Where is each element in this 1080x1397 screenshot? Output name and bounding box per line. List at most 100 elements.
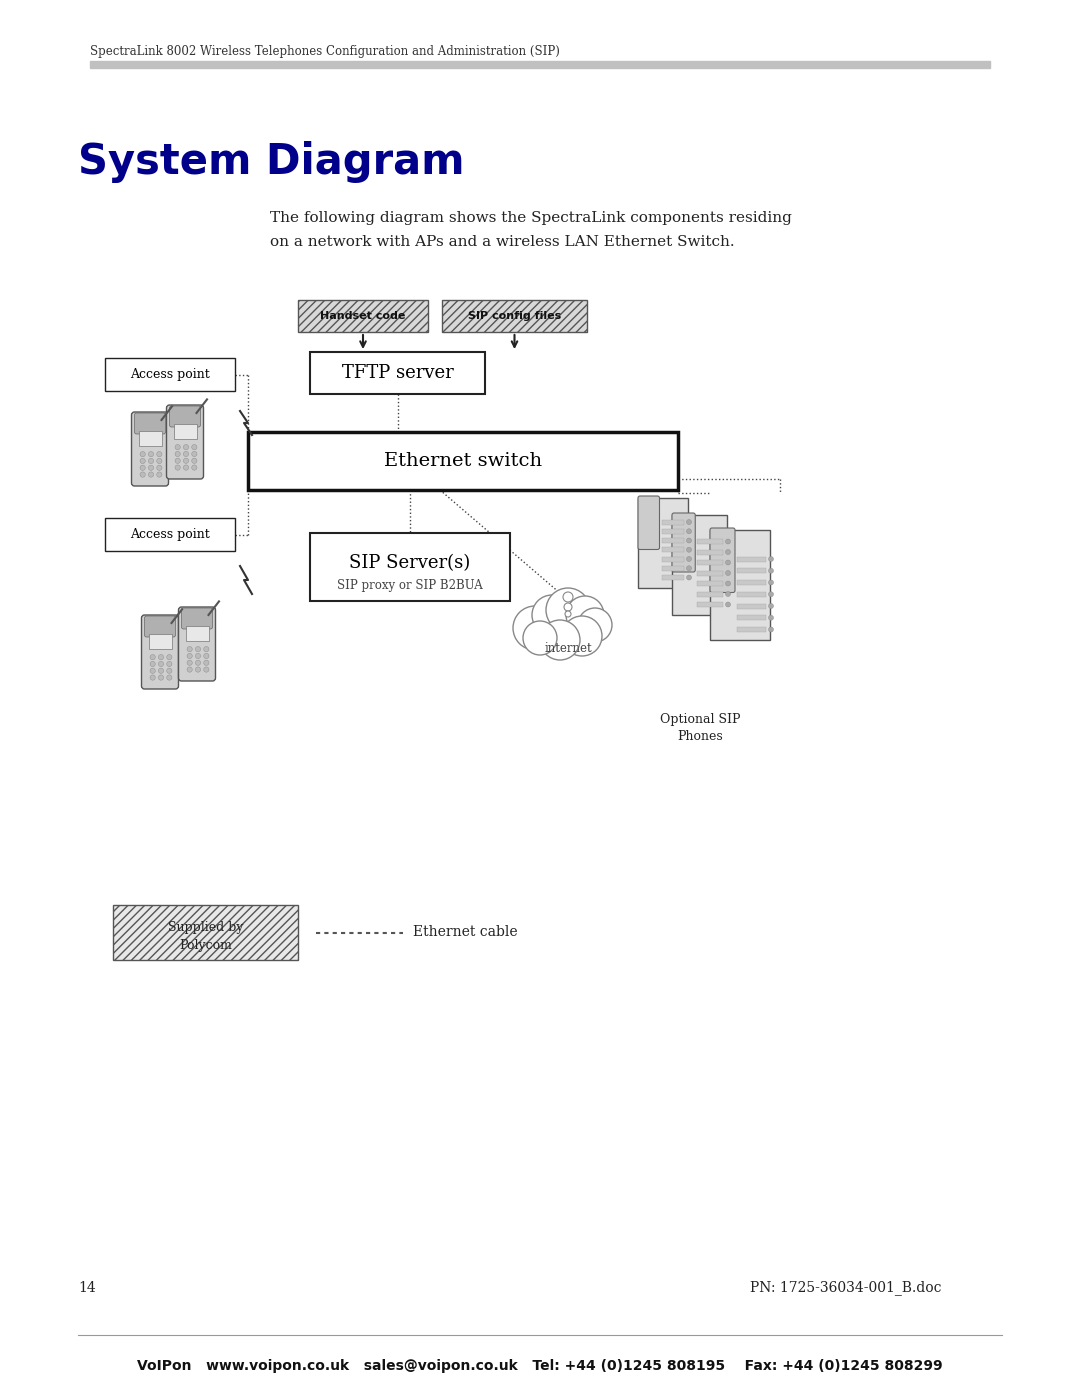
Bar bbox=[113, 905, 298, 960]
FancyBboxPatch shape bbox=[141, 615, 178, 689]
Circle shape bbox=[564, 604, 572, 610]
Circle shape bbox=[159, 675, 164, 680]
FancyBboxPatch shape bbox=[166, 405, 203, 479]
Circle shape bbox=[175, 458, 180, 464]
Bar bbox=[737, 580, 766, 585]
Circle shape bbox=[726, 560, 730, 564]
Circle shape bbox=[726, 570, 730, 576]
Circle shape bbox=[187, 647, 192, 652]
Text: Ethernet cable: Ethernet cable bbox=[413, 925, 517, 940]
Text: Handset code: Handset code bbox=[321, 312, 406, 321]
Bar bbox=[737, 592, 766, 597]
Circle shape bbox=[565, 610, 571, 617]
FancyBboxPatch shape bbox=[638, 496, 660, 549]
Circle shape bbox=[175, 451, 180, 457]
Bar bbox=[698, 581, 723, 585]
Circle shape bbox=[769, 627, 773, 631]
Circle shape bbox=[150, 655, 156, 659]
Circle shape bbox=[140, 472, 146, 478]
Circle shape bbox=[540, 620, 580, 659]
Bar bbox=[661, 548, 684, 552]
Circle shape bbox=[195, 661, 201, 665]
Text: VoIPon   www.voipon.co.uk   sales@voipon.co.uk   Tel: +44 (0)1245 808195    Fax:: VoIPon www.voipon.co.uk sales@voipon.co.… bbox=[137, 1359, 943, 1373]
Circle shape bbox=[166, 675, 172, 680]
Circle shape bbox=[687, 528, 691, 534]
FancyBboxPatch shape bbox=[178, 608, 216, 680]
Circle shape bbox=[140, 465, 146, 471]
Bar bbox=[90, 61, 990, 68]
Text: System Diagram: System Diagram bbox=[78, 141, 464, 183]
Circle shape bbox=[769, 580, 773, 585]
Circle shape bbox=[184, 444, 189, 450]
Text: Optional SIP: Optional SIP bbox=[660, 714, 740, 726]
Bar bbox=[298, 300, 428, 332]
Text: 14: 14 bbox=[78, 1281, 96, 1295]
Bar bbox=[310, 534, 510, 601]
Circle shape bbox=[192, 465, 197, 471]
Circle shape bbox=[204, 654, 208, 658]
Circle shape bbox=[187, 661, 192, 665]
Circle shape bbox=[204, 647, 208, 652]
FancyBboxPatch shape bbox=[145, 616, 175, 637]
Circle shape bbox=[150, 661, 156, 666]
Bar bbox=[698, 560, 723, 564]
Circle shape bbox=[148, 472, 153, 478]
Bar bbox=[105, 358, 235, 391]
Circle shape bbox=[687, 556, 691, 562]
Circle shape bbox=[166, 668, 172, 673]
Circle shape bbox=[726, 539, 730, 543]
FancyBboxPatch shape bbox=[135, 414, 165, 434]
Circle shape bbox=[532, 595, 572, 636]
Circle shape bbox=[769, 569, 773, 573]
Circle shape bbox=[166, 661, 172, 666]
Text: on a network with APs and a wireless LAN Ethernet Switch.: on a network with APs and a wireless LAN… bbox=[270, 235, 734, 249]
Bar bbox=[698, 591, 723, 597]
Circle shape bbox=[184, 465, 189, 471]
Text: TFTP server: TFTP server bbox=[341, 365, 454, 381]
Text: The following diagram shows the SpectraLink components residing: The following diagram shows the SpectraL… bbox=[270, 211, 792, 225]
Circle shape bbox=[148, 451, 153, 457]
Bar bbox=[698, 539, 723, 543]
Circle shape bbox=[726, 602, 730, 608]
Bar bbox=[186, 626, 208, 641]
Circle shape bbox=[566, 597, 604, 634]
Circle shape bbox=[687, 566, 691, 571]
Bar bbox=[710, 529, 770, 640]
Bar bbox=[638, 497, 688, 588]
Bar bbox=[661, 520, 684, 524]
Bar bbox=[442, 300, 588, 332]
Text: SIP Server(s): SIP Server(s) bbox=[349, 555, 471, 571]
Circle shape bbox=[157, 458, 162, 464]
Circle shape bbox=[195, 647, 201, 652]
FancyBboxPatch shape bbox=[181, 608, 213, 629]
Circle shape bbox=[726, 549, 730, 555]
Bar bbox=[698, 570, 723, 576]
Text: Ethernet switch: Ethernet switch bbox=[383, 453, 542, 469]
Circle shape bbox=[184, 451, 189, 457]
Bar bbox=[737, 556, 766, 562]
Circle shape bbox=[562, 616, 602, 657]
Circle shape bbox=[184, 458, 189, 464]
Circle shape bbox=[148, 458, 153, 464]
Text: PN: 1725-36034-001_B.doc: PN: 1725-36034-001_B.doc bbox=[750, 1281, 942, 1295]
Bar bbox=[672, 515, 727, 615]
Circle shape bbox=[140, 458, 146, 464]
Bar bbox=[737, 615, 766, 620]
Circle shape bbox=[523, 622, 557, 655]
Bar bbox=[138, 430, 162, 446]
Bar bbox=[661, 556, 684, 562]
Bar bbox=[737, 604, 766, 609]
Circle shape bbox=[195, 654, 201, 658]
Circle shape bbox=[546, 588, 590, 631]
Bar bbox=[698, 549, 723, 555]
Circle shape bbox=[159, 655, 164, 659]
Text: Access point: Access point bbox=[130, 528, 210, 541]
Circle shape bbox=[563, 592, 573, 602]
Bar bbox=[248, 432, 678, 490]
Circle shape bbox=[140, 451, 146, 457]
Circle shape bbox=[157, 451, 162, 457]
Bar bbox=[698, 602, 723, 608]
Bar bbox=[661, 576, 684, 580]
Circle shape bbox=[204, 661, 208, 665]
FancyBboxPatch shape bbox=[710, 528, 735, 592]
